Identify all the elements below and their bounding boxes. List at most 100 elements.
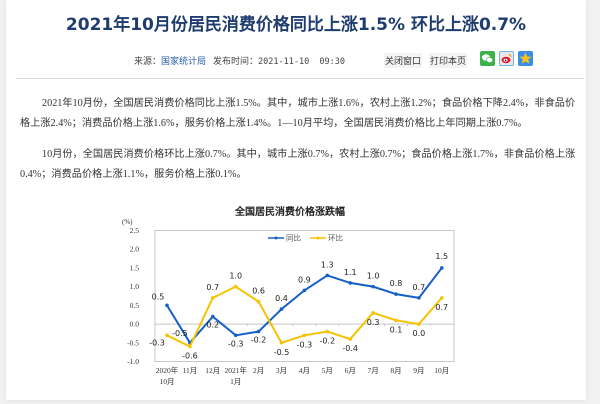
data-label: 0.9 bbox=[298, 275, 311, 284]
data-label: -0.4 bbox=[342, 344, 358, 353]
weibo-icon[interactable] bbox=[499, 51, 514, 66]
paragraph-yoy: 2021年10月份，全国居民消费价格同比上涨1.5%。其中，城市上涨1.6%，农… bbox=[20, 98, 576, 129]
legend-label: 环比 bbox=[328, 233, 343, 243]
x-tick-label: 3月 bbox=[276, 366, 287, 375]
data-point bbox=[211, 296, 215, 300]
source-label: 来源： bbox=[134, 57, 162, 67]
data-point bbox=[279, 340, 284, 345]
data-point bbox=[233, 333, 238, 338]
favorite-icon[interactable] bbox=[518, 51, 533, 66]
data-label: -0.5 bbox=[274, 348, 290, 357]
x-tick-label: 10月 bbox=[160, 377, 175, 386]
data-point bbox=[440, 296, 444, 300]
data-point bbox=[302, 333, 307, 338]
data-label: 0.7 bbox=[435, 303, 448, 312]
data-label: 0.5 bbox=[152, 292, 165, 301]
x-tick-label: 12月 bbox=[205, 366, 220, 375]
data-label: 1.5 bbox=[435, 252, 448, 261]
data-point bbox=[211, 314, 215, 319]
data-point bbox=[394, 318, 398, 323]
data-label: 0.4 bbox=[275, 294, 288, 303]
data-point bbox=[417, 296, 421, 300]
data-point bbox=[371, 311, 375, 315]
data-point bbox=[417, 322, 421, 326]
paragraph-mom: 10月份，全国居民消费价格环比上涨0.7%。其中，城市上涨0.7%，农村上涨0.… bbox=[20, 149, 576, 180]
data-point bbox=[256, 329, 261, 334]
header-divider bbox=[16, 78, 584, 79]
plot-frame bbox=[154, 230, 455, 362]
x-tick-label: 2020年 bbox=[156, 365, 179, 375]
chart-title: 全国居民消费价格涨跌幅 bbox=[234, 205, 345, 218]
source-link[interactable]: 国家统计局 bbox=[161, 57, 207, 67]
x-tick-label: 10月 bbox=[434, 366, 449, 375]
x-tick-label: 2021年 bbox=[224, 365, 247, 375]
data-label: 1.1 bbox=[344, 268, 357, 277]
data-point bbox=[348, 281, 353, 285]
data-label: 1.0 bbox=[367, 272, 380, 281]
y-tick-label: 0.0 bbox=[130, 320, 140, 329]
date-label: 发布时间： bbox=[213, 57, 259, 67]
data-point bbox=[256, 299, 261, 304]
cpi-line-chart: 全国居民消费价格涨跌幅 (%) 2.5 2.0 1.5 1.0 0.5 0.0 -0.5 -1.0… bbox=[6, 190, 586, 400]
x-tick-label: 5月 bbox=[322, 366, 333, 375]
data-point bbox=[302, 288, 307, 293]
data-point bbox=[165, 333, 169, 338]
data-label: 0.6 bbox=[252, 287, 265, 296]
x-tick-label: 2月 bbox=[253, 366, 264, 375]
data-point bbox=[325, 329, 330, 334]
data-point bbox=[440, 266, 444, 270]
y-tick-label: 0.5 bbox=[130, 301, 140, 310]
data-label: -0.2 bbox=[251, 336, 267, 345]
x-tick-label: 8月 bbox=[390, 366, 401, 375]
x-tick-label: 11月 bbox=[183, 366, 198, 375]
data-label: -0.6 bbox=[182, 352, 198, 361]
data-point bbox=[233, 284, 238, 289]
y-tick-label: 1.5 bbox=[130, 263, 140, 272]
article-meta: 来源：国家统计局 发布时间：2021-11-10 09:30 关闭窗口 打印本页 bbox=[6, 51, 586, 71]
y-axis-unit: (%) bbox=[122, 218, 133, 226]
legend-marker bbox=[316, 236, 320, 240]
page-title: 2021年10月份居民消费价格同比上涨1.5% 环比上涨0.7% bbox=[65, 15, 527, 35]
data-label: 0.8 bbox=[390, 279, 403, 288]
data-label: 0.0 bbox=[413, 329, 426, 338]
data-label: -0.2 bbox=[319, 337, 335, 346]
x-tick-label: 1月 bbox=[230, 377, 241, 386]
y-tick-label: -1.0 bbox=[127, 357, 139, 366]
data-label: -0.5 bbox=[172, 329, 188, 338]
data-label: 1.0 bbox=[229, 272, 242, 281]
legend-label: 同比 bbox=[286, 233, 301, 243]
data-label: 1.3 bbox=[321, 260, 334, 269]
data-label: -0.3 bbox=[149, 338, 165, 347]
source: 来源：国家统计局 bbox=[134, 54, 206, 67]
y-tick-label: -0.5 bbox=[127, 338, 139, 347]
article-page: 2021年10月份居民消费价格同比上涨1.5% 环比上涨0.7% 来源：国家统计… bbox=[6, 0, 586, 400]
data-point bbox=[371, 284, 375, 289]
data-label: 0.7 bbox=[206, 283, 219, 292]
data-label: -0.3 bbox=[228, 339, 244, 348]
legend-marker bbox=[274, 236, 278, 240]
x-tick-label: 6月 bbox=[345, 366, 356, 375]
data-label: -0.3 bbox=[297, 340, 313, 349]
data-point bbox=[394, 292, 398, 296]
data-point bbox=[348, 337, 353, 341]
data-label: 0.7 bbox=[413, 283, 426, 292]
close-window-button[interactable]: 关闭窗口 bbox=[384, 53, 423, 68]
data-label: 0.2 bbox=[206, 321, 219, 330]
y-tick-label: 2.0 bbox=[130, 245, 140, 254]
chart-canvas: 全国居民消费价格涨跌幅 (%)2.5 2.0 1.5 1.0 0.5 0.0 -0.5 -1.0… bbox=[122, 205, 455, 386]
data-point bbox=[325, 273, 330, 278]
x-tick-label: 4月 bbox=[299, 366, 310, 375]
date-value: 2021-11-10 09:30 bbox=[258, 57, 346, 67]
x-tick-label: 7月 bbox=[367, 366, 378, 375]
y-tick-label: 1.0 bbox=[130, 282, 140, 291]
publish-time: 发布时间：2021-11-10 09:30 bbox=[213, 54, 345, 67]
data-point bbox=[188, 344, 192, 349]
print-page-button[interactable]: 打印本页 bbox=[429, 53, 468, 68]
data-label: 0.1 bbox=[390, 325, 403, 334]
data-point bbox=[165, 303, 169, 308]
y-tick-label: 2.5 bbox=[130, 226, 140, 235]
wechat-icon[interactable] bbox=[480, 51, 495, 66]
x-tick-label: 9月 bbox=[413, 366, 424, 375]
data-label: 0.3 bbox=[367, 318, 380, 327]
data-point bbox=[279, 307, 284, 311]
